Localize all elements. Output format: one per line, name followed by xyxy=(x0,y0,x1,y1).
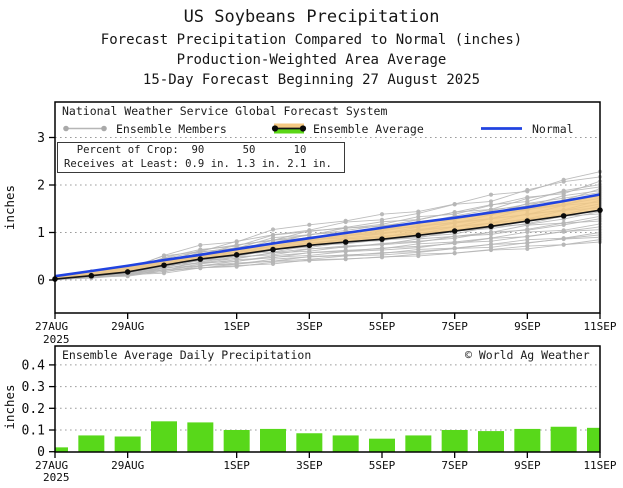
legend-system-label: National Weather Service Global Forecast… xyxy=(62,104,388,118)
legend-average-label: Ensemble Average xyxy=(313,122,424,136)
svg-text:7SEP: 7SEP xyxy=(441,320,468,333)
legend-normal-label: Normal xyxy=(532,122,574,136)
svg-text:5SEP: 5SEP xyxy=(369,320,396,333)
stats-line-receives: Receives at Least: 0.9 in. 1.3 in. 2.1 i… xyxy=(64,157,332,170)
legend-members-label: Ensemble Members xyxy=(116,122,227,136)
bottom-plot-border xyxy=(54,345,601,453)
ensemble-average-swatch-icon xyxy=(271,122,307,135)
svg-text:0.2: 0.2 xyxy=(22,402,45,417)
stats-line-percent: Percent of Crop: 90 50 10 xyxy=(64,144,307,156)
ensemble-members-swatch-icon xyxy=(62,123,108,134)
svg-text:3SEP: 3SEP xyxy=(296,320,323,333)
main-x-tick-labels: 27AUG 29AUG 1SEP 3SEP 5SEP 7SEP 9SEP 11SEP 2025 xyxy=(35,313,617,346)
svg-text:0: 0 xyxy=(37,445,45,460)
crop-percent-stats-box: Percent of Crop: 90 50 10 Receives at Le… xyxy=(57,142,345,173)
svg-text:27AUG: 27AUG xyxy=(35,459,68,472)
bottom-x-tick-labels: 27AUG 29AUG 1SEP 3SEP 5SEP 7SEP 9SEP 11SEP 2025 xyxy=(35,452,617,484)
subtitle-forecast-period: 15-Day Forecast Beginning 27 August 2025 xyxy=(142,72,481,88)
svg-text:0: 0 xyxy=(37,274,45,289)
copyright-label: © World Ag Weather xyxy=(465,348,590,362)
normal-swatch-icon xyxy=(479,125,524,132)
svg-text:1SEP: 1SEP xyxy=(223,320,250,333)
svg-text:3SEP: 3SEP xyxy=(296,459,323,472)
svg-text:5SEP: 5SEP xyxy=(369,459,396,472)
subtitle-average: Production-Weighted Area Average xyxy=(176,52,447,68)
svg-text:29AUG: 29AUG xyxy=(111,459,144,472)
svg-text:0.1: 0.1 xyxy=(22,424,45,439)
main-y-tick-labels: 0 1 2 3 xyxy=(37,131,55,289)
svg-text:7SEP: 7SEP xyxy=(441,459,468,472)
svg-text:0.4: 0.4 xyxy=(22,358,46,373)
svg-text:29AUG: 29AUG xyxy=(111,320,144,333)
bottom-y-tick-labels: 0 0.1 0.2 0.3 0.4 xyxy=(22,358,55,460)
bottom-gridlines xyxy=(55,364,600,431)
page-title: US Soybeans Precipitation xyxy=(183,7,440,27)
svg-text:1: 1 xyxy=(37,226,45,241)
main-y-axis-label: inches xyxy=(2,185,17,230)
subtitle-comparison: Forecast Precipitation Compared to Norma… xyxy=(100,32,523,48)
svg-text:0.3: 0.3 xyxy=(22,380,45,395)
svg-text:27AUG: 27AUG xyxy=(35,320,68,333)
svg-text:1SEP: 1SEP xyxy=(223,459,250,472)
bottom-x-year-label: 2025 xyxy=(43,471,70,484)
svg-text:11SEP: 11SEP xyxy=(583,320,616,333)
svg-text:9SEP: 9SEP xyxy=(514,320,541,333)
normal-line xyxy=(54,193,601,278)
main-x-year-label: 2025 xyxy=(43,333,70,346)
daily-precip-chart-title: Ensemble Average Daily Precipitation xyxy=(62,348,312,362)
svg-text:3: 3 xyxy=(37,131,45,146)
svg-text:9SEP: 9SEP xyxy=(514,459,541,472)
daily-precip-chart: 0 0.1 0.2 0.3 0.4 27AUG 29AUG 1SEP 3SEP 5SEP 7SEP 9… xyxy=(2,345,617,484)
main-gridlines xyxy=(55,137,600,281)
daily-precip-bars xyxy=(55,421,600,452)
main-plot-border xyxy=(54,101,601,314)
svg-text:2: 2 xyxy=(37,179,45,194)
svg-text:11SEP: 11SEP xyxy=(583,459,616,472)
bottom-y-axis-label: inches xyxy=(2,384,17,429)
